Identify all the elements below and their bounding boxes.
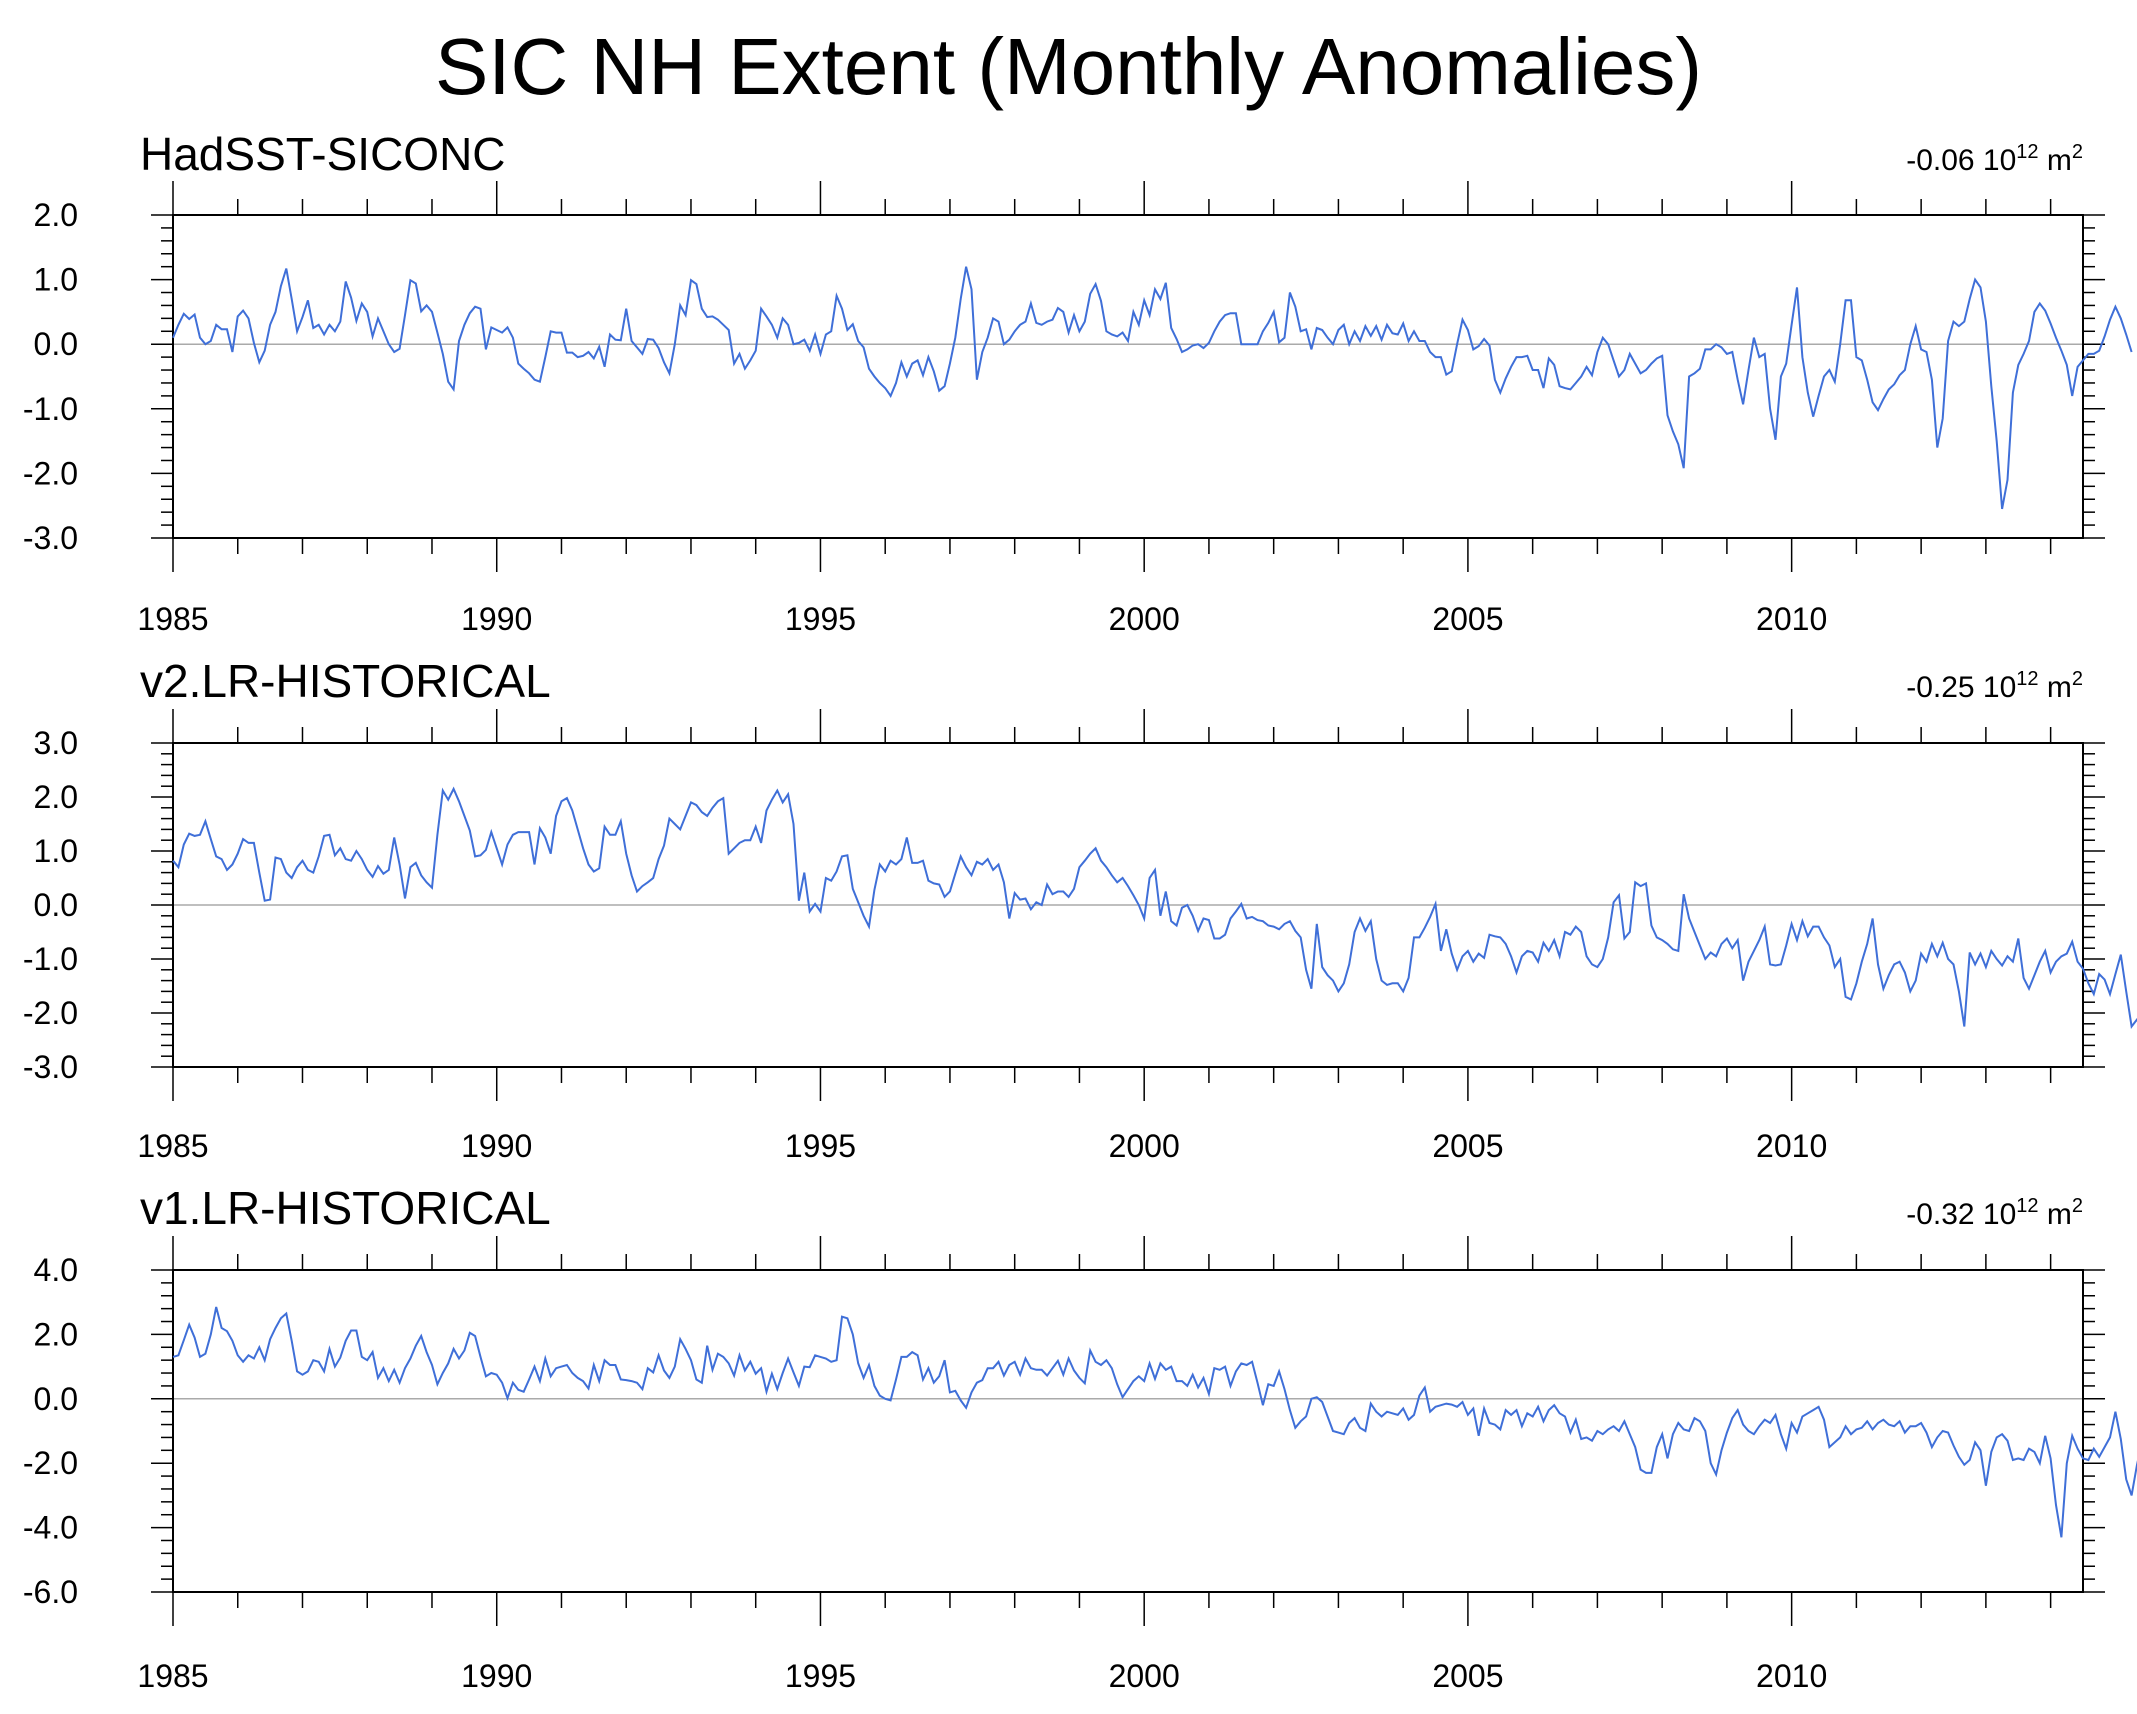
panel-1: HadSST-SICONC -0.06 1012 m2 2.0 1.0 0.0 -1.0 -…: [23, 128, 2133, 637]
y-tick-label: 3.0: [34, 725, 78, 761]
y-tick-label: 1.0: [34, 262, 78, 298]
x-tick-label: 1985: [137, 1658, 208, 1694]
y-tick-label: 4.0: [34, 1252, 78, 1288]
y-tick-label: 2.0: [34, 197, 78, 233]
x-tick-label: 1995: [785, 601, 856, 637]
figure-title: SIC NH Extent (Monthly Anomalies): [434, 22, 1703, 111]
x-tick-label: 1985: [137, 1128, 208, 1164]
x-tick-label: 1995: [785, 1128, 856, 1164]
x-tick-label: 1995: [785, 1658, 856, 1694]
panel-3: v1.LR-HISTORICAL -0.32 1012 m2 4.0 2.0 0.0 -2…: [23, 1182, 2137, 1694]
x-tick-label: 2010: [1756, 1128, 1827, 1164]
x-tick-label: 1990: [461, 1128, 532, 1164]
panel-mean-label: -0.32 1012 m2: [1906, 1195, 2083, 1231]
y-tick-label: 2.0: [34, 1316, 78, 1352]
panel-mean-label: -0.25 1012 m2: [1906, 668, 2083, 704]
series-line: [172, 1306, 2137, 1538]
y-tick-label: -1.0: [23, 941, 78, 977]
panel-mean-label: -0.06 1012 m2: [1906, 141, 2083, 177]
plot-frame: [172, 1269, 2084, 1593]
x-tick-label: 2010: [1756, 601, 1827, 637]
panel-title: HadSST-SICONC: [140, 128, 506, 180]
x-tick-label: 2000: [1109, 601, 1180, 637]
y-tick-label: -3.0: [23, 520, 78, 556]
y-tick-label: 0.0: [34, 887, 78, 923]
x-tick-label: 2010: [1756, 1658, 1827, 1694]
y-tick-label: -2.0: [23, 995, 78, 1031]
plot-frame: [172, 214, 2084, 539]
y-tick-label: -4.0: [23, 1510, 78, 1546]
x-tick-label: 1990: [461, 601, 532, 637]
y-tick-label: 0.0: [34, 1381, 78, 1417]
y-tick-label: 0.0: [34, 326, 78, 362]
x-tick-label: 2005: [1432, 601, 1503, 637]
x-tick-label: 1990: [461, 1658, 532, 1694]
x-tick-label: 2000: [1109, 1658, 1180, 1694]
x-tick-label: 1985: [137, 601, 208, 637]
y-tick-label: 1.0: [34, 833, 78, 869]
panel-title: v1.LR-HISTORICAL: [140, 1182, 551, 1234]
y-tick-label: 2.0: [34, 779, 78, 815]
series-line: [172, 266, 2133, 510]
series-line: [172, 786, 2137, 1029]
panel-2: v2.LR-HISTORICAL -0.25 1012 m2 3.0 2.0 1.0 0.…: [23, 655, 2137, 1164]
x-tick-label: 2005: [1432, 1658, 1503, 1694]
y-tick-label: -6.0: [23, 1574, 78, 1610]
y-tick-label: -2.0: [23, 1445, 78, 1481]
x-tick-label: 2000: [1109, 1128, 1180, 1164]
x-tick-label: 2005: [1432, 1128, 1503, 1164]
y-tick-label: -2.0: [23, 455, 78, 491]
panel-title: v2.LR-HISTORICAL: [140, 655, 551, 707]
y-tick-label: -3.0: [23, 1049, 78, 1085]
y-tick-label: -1.0: [23, 391, 78, 427]
